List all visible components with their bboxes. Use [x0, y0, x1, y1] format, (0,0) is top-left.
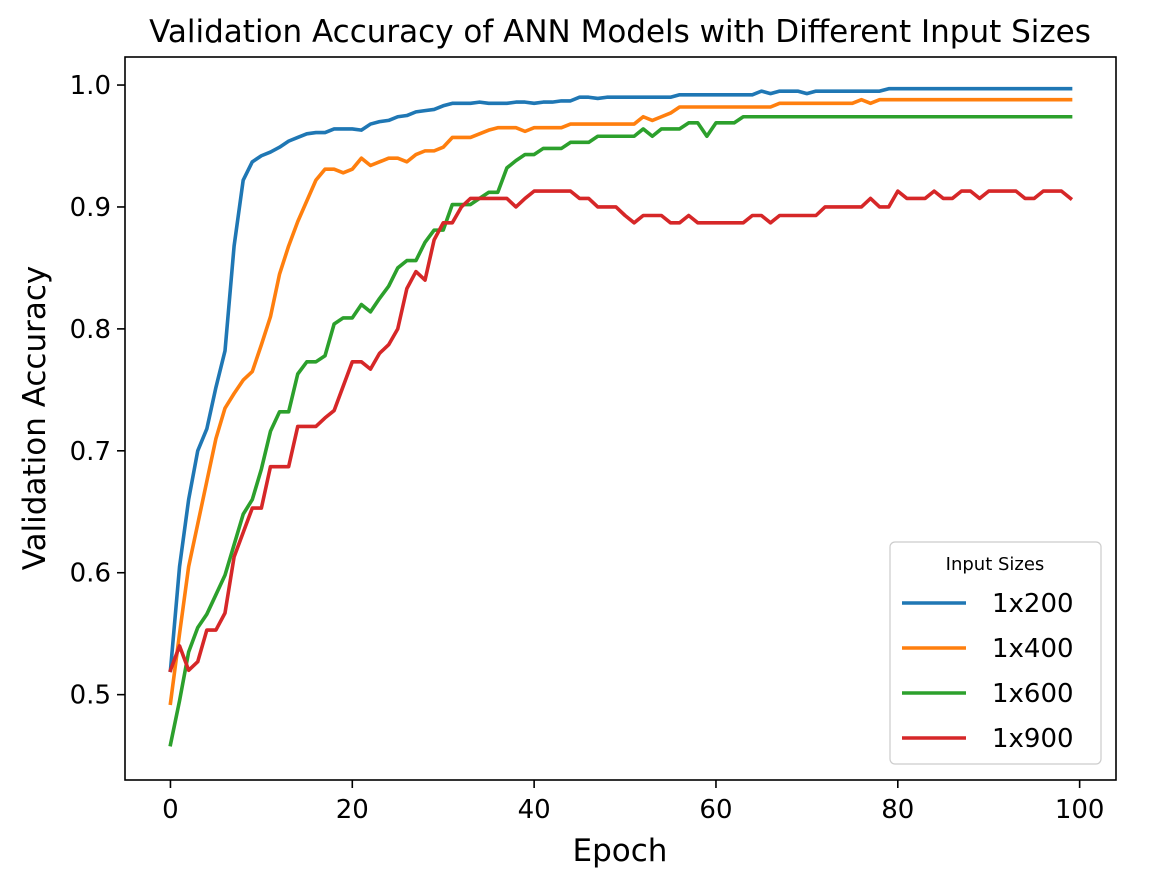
x-tick-label: 40: [518, 795, 551, 825]
x-tick-label: 20: [336, 795, 369, 825]
x-tick-label: 0: [162, 795, 179, 825]
legend-label-1x900: 1x900: [992, 724, 1074, 754]
x-tick-label: 60: [699, 795, 732, 825]
x-axis-label: Epoch: [573, 833, 668, 869]
legend-entries: 1x200 1x400 1x600 1x900: [902, 589, 1074, 754]
y-tick-label: 0.8: [70, 315, 111, 345]
y-axis-ticks: 0.5 0.6 0.7 0.8 0.9 1.0: [70, 71, 125, 711]
series-line-1x900: [168, 189, 1074, 673]
legend-title: Input Sizes: [946, 554, 1045, 575]
y-tick-label: 0.5: [70, 681, 111, 711]
series-line-1x200: [168, 86, 1073, 673]
y-tick-label: 0.6: [70, 559, 111, 589]
legend-label-1x200: 1x200: [992, 589, 1074, 619]
x-tick-label: 80: [881, 795, 914, 825]
legend-label-1x400: 1x400: [992, 634, 1074, 664]
plot-lines: [168, 86, 1074, 747]
x-tick-label: 100: [1055, 795, 1105, 825]
legend-label-1x600: 1x600: [992, 679, 1074, 709]
y-axis-label: Validation Accuracy: [17, 266, 53, 570]
series-line-1x400: [168, 97, 1073, 706]
y-tick-label: 1.0: [70, 71, 111, 101]
y-tick-label: 0.7: [70, 437, 111, 467]
legend-box: [889, 541, 1102, 765]
x-axis-ticks: 0 20 40 60 80 100: [162, 780, 1104, 825]
chart-title: Validation Accuracy of ANN Models with D…: [149, 14, 1091, 50]
series-line-1x600: [168, 114, 1073, 747]
y-tick-label: 0.9: [70, 193, 111, 223]
legend: Input Sizes 1x200 1x400 1x600 1x900: [889, 541, 1102, 765]
plot-frame: [124, 56, 1117, 781]
